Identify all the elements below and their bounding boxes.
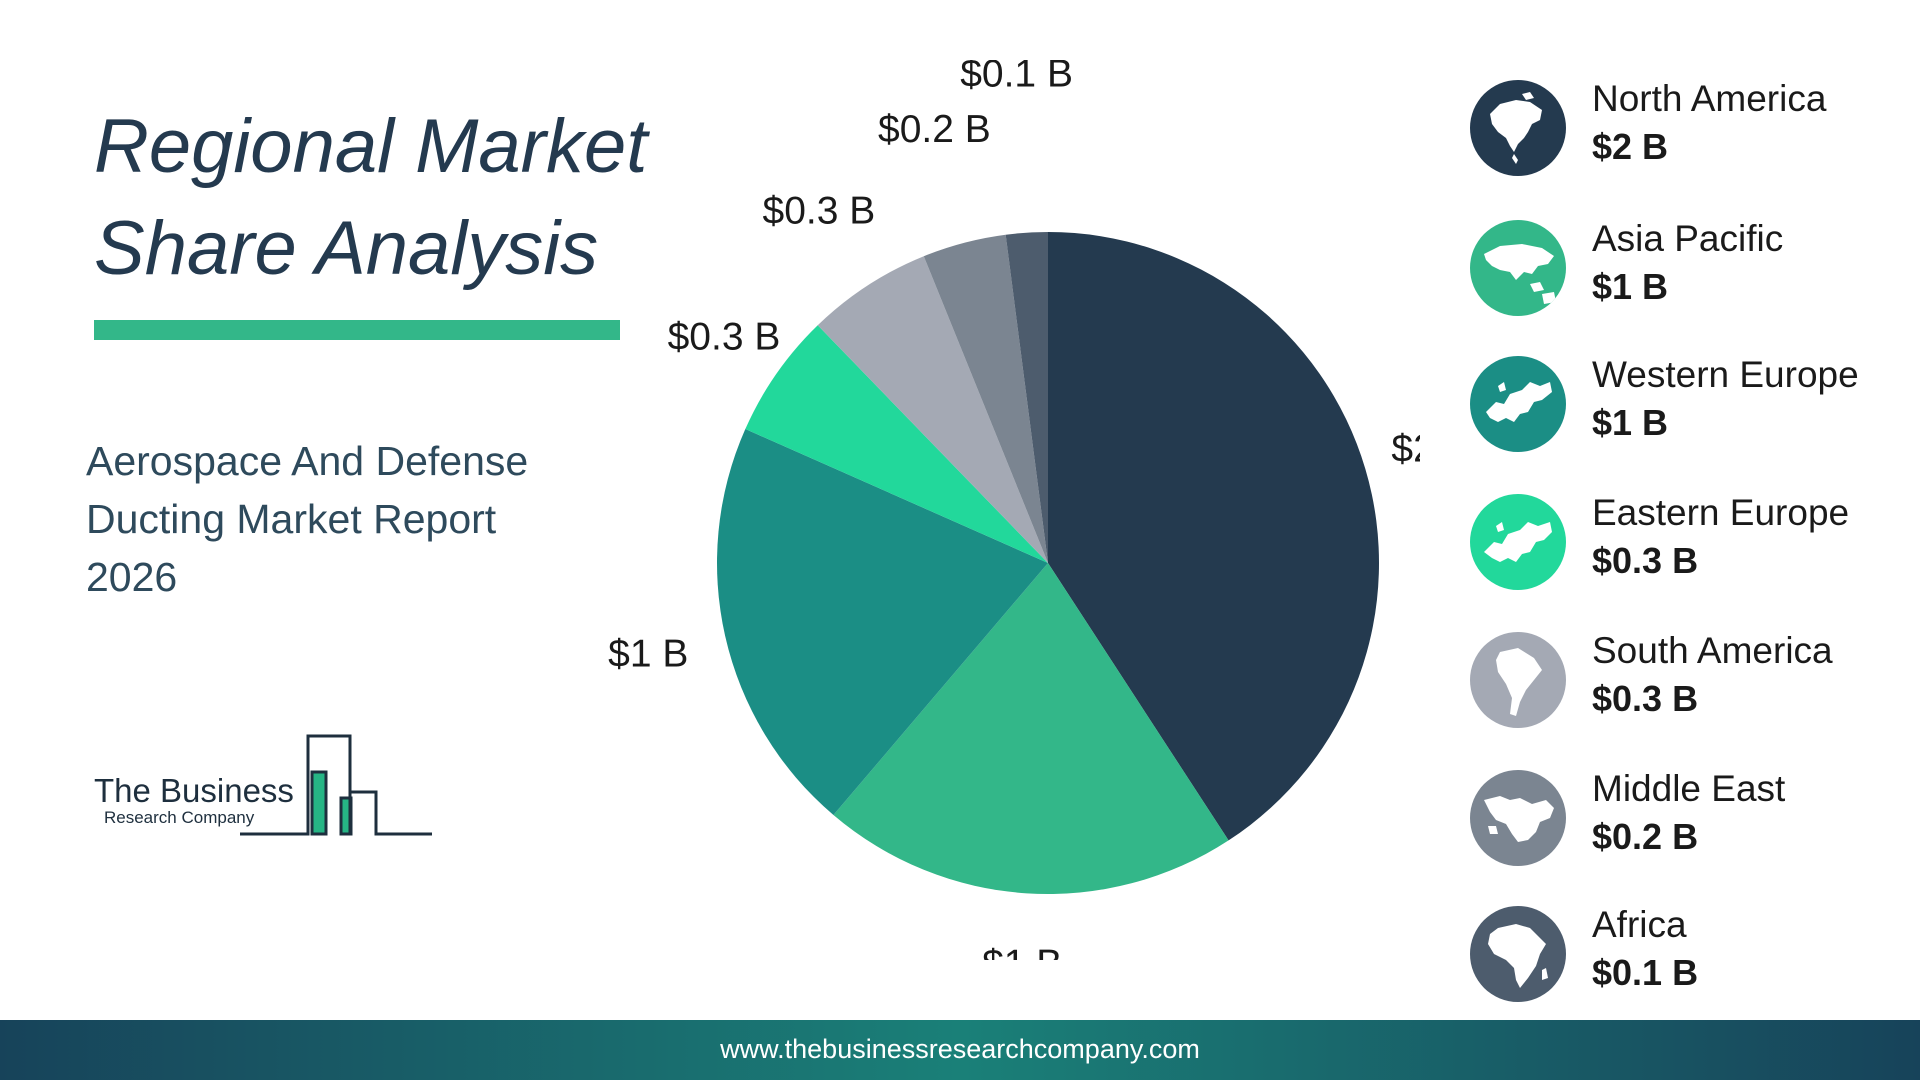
pie-slice-western-europe <box>717 429 1048 816</box>
pie-label-south-america: $0.3 B <box>763 190 876 233</box>
pie-slice-south-america <box>817 256 1048 563</box>
pie-label-africa: $0.1 B <box>960 60 1073 96</box>
south-america-map-icon <box>1470 632 1566 728</box>
legend-name: North America <box>1592 78 1827 119</box>
legend-item-north-america: North America $2 B <box>1470 78 1910 190</box>
western-europe-map-icon <box>1470 356 1566 452</box>
asia-pacific-map-icon <box>1470 220 1566 316</box>
north-america-map-icon <box>1470 80 1566 176</box>
legend-value: $1 B <box>1592 402 1669 443</box>
logo-building-icon <box>240 734 432 836</box>
africa-map-icon <box>1470 906 1566 1002</box>
legend-item-south-america: South America $0.3 B <box>1470 630 1910 742</box>
legend-name: Asia Pacific <box>1592 218 1784 259</box>
page-title: Regional Market Share Analysis <box>94 104 648 291</box>
pie-slices <box>717 232 1380 895</box>
legend-name: South America <box>1592 630 1833 671</box>
pie-slice-eastern-europe <box>745 325 1048 563</box>
legend-item-eastern-europe: Eastern Europe $0.3 B <box>1470 492 1910 604</box>
pie-label-middle-east: $0.2 B <box>878 108 991 151</box>
regional-pie-chart: $2 B$1 B$1 B$0.3 B$0.3 B$0.2 B$0.1 B <box>608 60 1420 960</box>
pie-label-eastern-europe: $0.3 B <box>668 316 781 359</box>
pie-slice-asia-pacific <box>833 563 1229 895</box>
company-logo: The Business Research Company <box>92 732 442 842</box>
legend-item-middle-east: Middle East $0.2 B <box>1470 768 1910 880</box>
legend-value: $0.1 B <box>1592 952 1699 993</box>
pie-label-western-europe: $1 B <box>608 633 688 676</box>
legend-value: $1 B <box>1592 266 1669 307</box>
legend-name: Africa <box>1592 904 1687 945</box>
title-accent-bar <box>94 320 620 340</box>
legend-value: $0.3 B <box>1592 540 1699 581</box>
footer-bar: www.thebusinessresearchcompany.com <box>0 1020 1920 1080</box>
legend-name: Eastern Europe <box>1592 492 1850 533</box>
middle-east-map-icon <box>1470 770 1566 866</box>
eastern-europe-map-icon <box>1470 494 1566 590</box>
pie-slice-north-america <box>1048 232 1380 841</box>
pie-label-north-america: $2 B <box>1391 428 1420 471</box>
legend-item-western-europe: Western Europe $1 B <box>1470 354 1910 466</box>
footer-url[interactable]: www.thebusinessresearchcompany.com <box>720 1034 1200 1064</box>
pie-label-asia-pacific: $1 B <box>982 943 1062 960</box>
legend-item-africa: Africa $0.1 B <box>1470 904 1910 1016</box>
pie-slice-africa <box>1005 232 1048 563</box>
pie-slice-middle-east <box>923 234 1048 563</box>
logo-name: The Business <box>94 772 294 809</box>
report-subtitle: Aerospace And Defense Ducting Market Rep… <box>86 438 529 600</box>
legend-value: $0.3 B <box>1592 678 1699 719</box>
legend-value: $2 B <box>1592 126 1669 167</box>
legend-item-asia-pacific: Asia Pacific $1 B <box>1470 218 1910 330</box>
pie-labels: $2 B$1 B$1 B$0.3 B$0.3 B$0.2 B$0.1 B <box>608 60 1420 960</box>
legend-name: Western Europe <box>1592 354 1859 395</box>
legend-value: $0.2 B <box>1592 816 1699 857</box>
logo-subname: Research Company <box>104 808 255 827</box>
legend-name: Middle East <box>1592 768 1786 809</box>
